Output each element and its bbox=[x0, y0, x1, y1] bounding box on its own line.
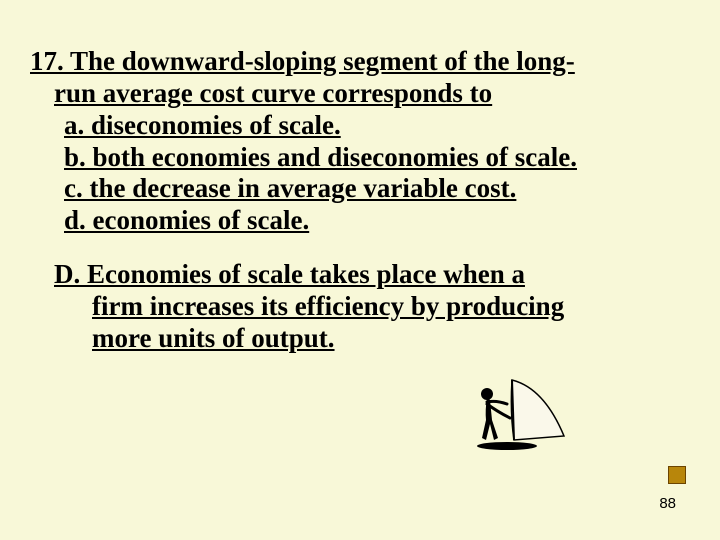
answer-block: D. Economies of scale takes place when a… bbox=[30, 259, 690, 355]
option-b: b. both economies and diseconomies of sc… bbox=[30, 142, 690, 174]
windsurfer-icon bbox=[472, 378, 567, 453]
question-stem-line2: run average cost curve corresponds to bbox=[30, 78, 690, 110]
answer-line2: firm increases its efficiency by produci… bbox=[42, 291, 690, 323]
question-block: 17. The downward-sloping segment of the … bbox=[30, 46, 690, 237]
answer-line3: more units of output. bbox=[42, 323, 690, 355]
option-c: c. the decrease in average variable cost… bbox=[30, 173, 690, 205]
option-d: d. economies of scale. bbox=[30, 205, 690, 237]
decorative-square bbox=[668, 466, 686, 484]
slide-content: 17. The downward-sloping segment of the … bbox=[0, 0, 720, 355]
option-a: a. diseconomies of scale. bbox=[30, 110, 690, 142]
question-stem-line1: 17. The downward-sloping segment of the … bbox=[30, 46, 575, 76]
page-number: 88 bbox=[659, 495, 676, 512]
answer-line1: D. Economies of scale takes place when a bbox=[42, 259, 690, 291]
